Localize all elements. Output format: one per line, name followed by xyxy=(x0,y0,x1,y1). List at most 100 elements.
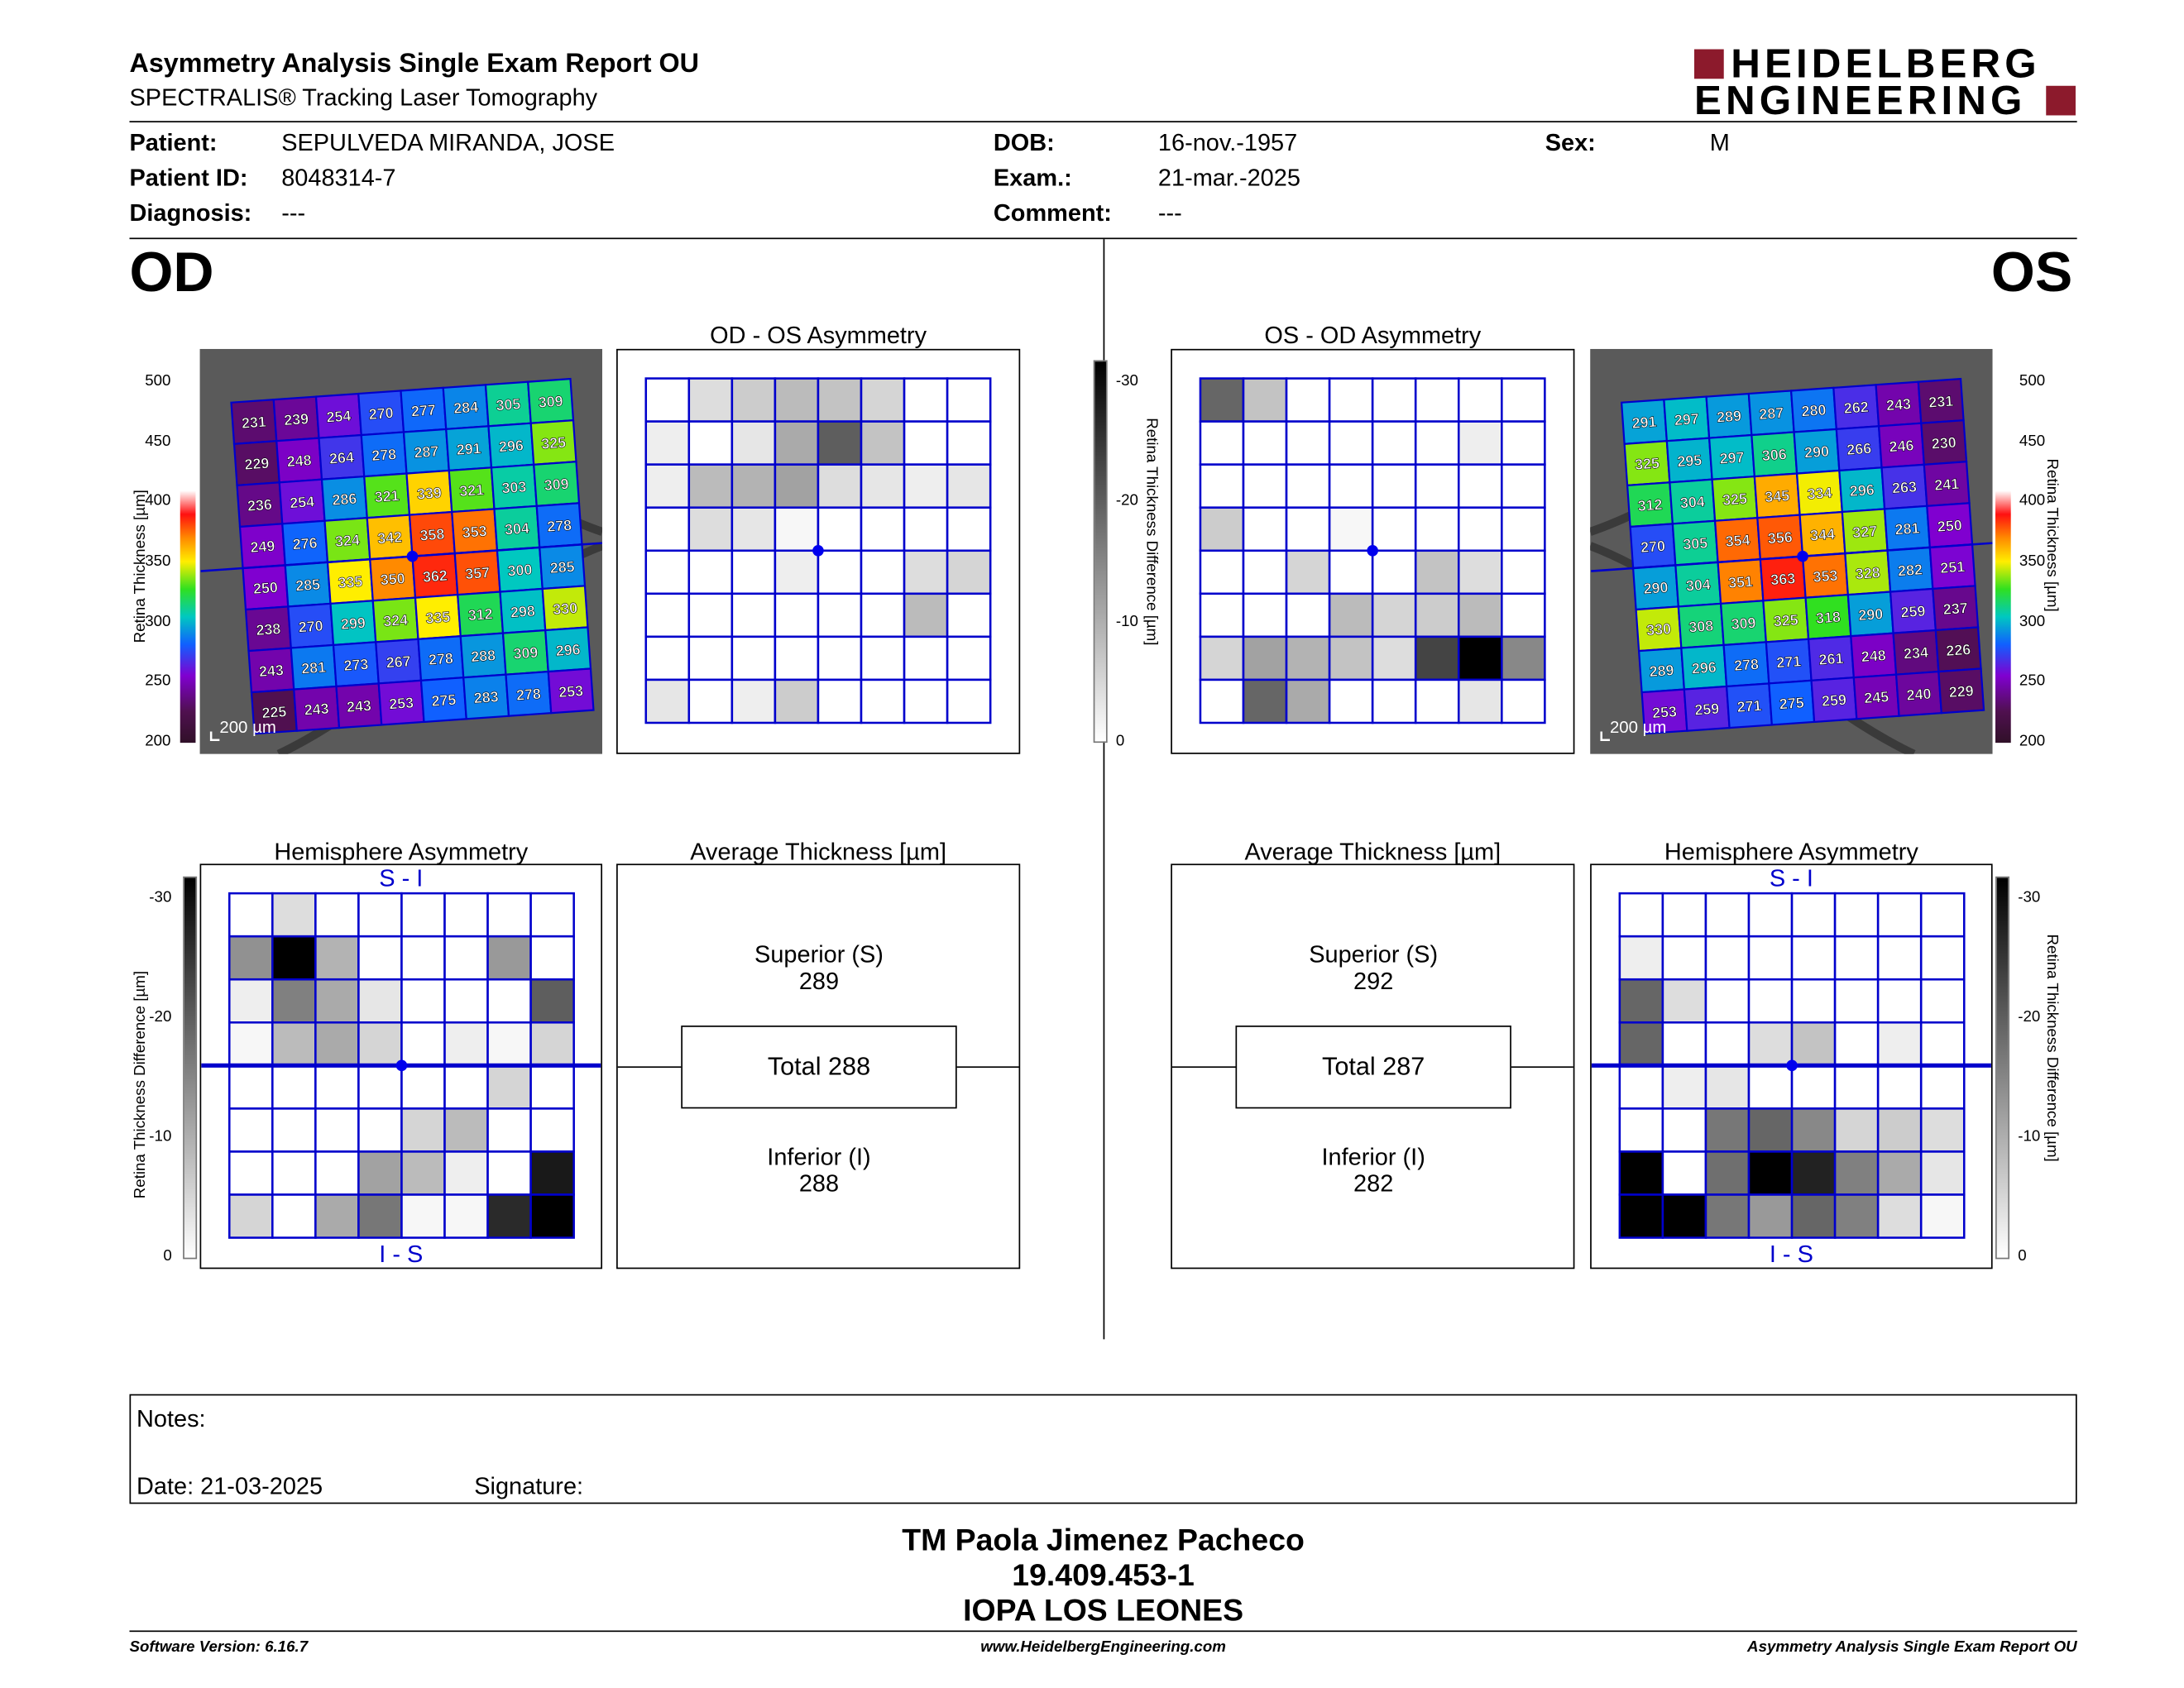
asym-cell-r5-c3 xyxy=(1328,592,1374,638)
asym-cell-r4-c0 xyxy=(644,549,691,595)
asym-cell-r7-c3 xyxy=(774,678,820,724)
asym-cell-r2-c5 xyxy=(860,463,906,509)
asym-cell-r7-c3 xyxy=(357,1193,403,1239)
os-hemi-tick-0: 0 xyxy=(2018,1247,2027,1265)
asym-cell-r1-c7 xyxy=(1919,935,1966,981)
od-hemi-colorbar xyxy=(183,876,198,1260)
asym-cell-r4-c0 xyxy=(228,1064,274,1110)
thickness-value-r2-c4: 339 xyxy=(416,485,442,503)
patient-label: Patient: xyxy=(129,129,218,156)
asym-cell-r7-c1 xyxy=(687,678,734,724)
asym-cell-r5-c4 xyxy=(1790,1107,1837,1153)
thickness-value-r2-c4: 334 xyxy=(1807,485,1832,503)
asym-cell-r2-c7 xyxy=(1501,463,1546,509)
scale-label: 200 µm xyxy=(1610,719,1666,737)
asym-cell-r1-c5 xyxy=(860,420,906,466)
asym-cell-r5-c1 xyxy=(1661,1107,1707,1153)
os-tick-250: 250 xyxy=(2019,672,2046,690)
od-tick-250: 250 xyxy=(145,672,171,690)
asym-cell-r6-c3 xyxy=(1747,1150,1794,1196)
logo-line1: HEIDELBERG xyxy=(1731,42,2041,88)
thickness-value-r1-c0: 325 xyxy=(1634,455,1660,473)
asym-cell-r6-c6 xyxy=(903,635,949,681)
thickness-grid: 231 239 254 270 277 284 305 309 229 248 264 278 287 2… xyxy=(200,377,602,735)
asym-cell-r3-c4 xyxy=(1371,506,1417,552)
asym-cell-r1-c0 xyxy=(1618,935,1664,981)
thickness-value-r1-c1: 295 xyxy=(1677,452,1703,470)
website-link[interactable]: www.HeidelbergEngineering.com xyxy=(980,1638,1226,1657)
asym-cell-r4-c4 xyxy=(1371,549,1417,595)
asym-cell-r6-c6 xyxy=(1876,1150,1923,1196)
asym-cell-r6-c4 xyxy=(1371,635,1417,681)
thickness-value-r4-c2: 335 xyxy=(338,573,363,591)
thickness-value-r2-c5: 296 xyxy=(1849,481,1875,500)
asym-cell-r7-c1 xyxy=(271,1193,317,1239)
asym-cell-r0-c7 xyxy=(1501,377,1546,423)
od-hemi-panel: S - I I - S xyxy=(199,863,603,1270)
thickness-value-r1-c0: 229 xyxy=(244,455,270,473)
thickness-value-r7-c4: 275 xyxy=(431,691,457,710)
asym-cell-r4-c4 xyxy=(400,1064,446,1110)
asym-cell-r3-c1 xyxy=(687,506,734,552)
thickness-value-r2-c2: 286 xyxy=(332,490,357,509)
asym-cell-r6-c6 xyxy=(1457,635,1503,681)
asym-cell-r3-c6 xyxy=(1876,1021,1923,1067)
asym-cell-r2-c2 xyxy=(1704,978,1751,1024)
asym-cell-r1-c2 xyxy=(730,420,777,466)
asym-cell-r1-c1 xyxy=(1661,935,1707,981)
asym-cell-r6-c7 xyxy=(1501,635,1546,681)
asym-cell-r7-c0 xyxy=(228,1193,274,1239)
asym-cell-r2-c3 xyxy=(357,978,403,1024)
asym-cell-r2-c3 xyxy=(1747,978,1794,1024)
asym-cell-r3-c3 xyxy=(1328,506,1374,552)
os-hemisphere-grid xyxy=(1591,892,1991,1239)
os-hemi-axis-label: Retina Thickness Difference [µm] xyxy=(2043,934,2061,1162)
asym-cell-r7-c5 xyxy=(443,1193,489,1239)
asym-cell-r6-c4 xyxy=(1790,1150,1837,1196)
thickness-value-r1-c6: 246 xyxy=(1889,437,1914,455)
os-asymmetry-grid xyxy=(1199,377,1546,724)
asym-cell-r5-c6 xyxy=(903,592,949,638)
footer-divider xyxy=(129,1630,2077,1633)
asym-cell-r2-c4 xyxy=(817,463,863,509)
asym-cell-r0-c0 xyxy=(228,892,274,938)
thickness-value-r0-c5: 284 xyxy=(453,399,479,417)
asym-cell-r5-c1 xyxy=(687,592,734,638)
thickness-value-r2-c6: 263 xyxy=(1891,478,1917,496)
asym-cell-r0-c1 xyxy=(1661,892,1707,938)
od-asym-panel xyxy=(616,348,1021,754)
asym-cell-r0-c3 xyxy=(774,377,820,423)
asym-cell-r0-c3 xyxy=(1328,377,1374,423)
os-tick-350: 350 xyxy=(2019,552,2046,570)
od-tick-400: 400 xyxy=(145,492,171,509)
thickness-value-r4-c5: 357 xyxy=(465,564,491,582)
footer-report-name: Asymmetry Analysis Single Exam Report OU xyxy=(1747,1638,2077,1657)
od-thickness-colorbar xyxy=(180,348,196,744)
thickness-value-r5-c5: 290 xyxy=(1858,605,1884,624)
thickness-value-r1-c5: 266 xyxy=(1846,440,1872,458)
thickness-midline xyxy=(200,542,602,572)
comment-value: --- xyxy=(1157,199,1182,227)
thickness-value-r5-c4: 335 xyxy=(425,609,451,627)
sex-label: Sex: xyxy=(1545,129,1596,156)
asym-cell-r4-c5 xyxy=(1833,1064,1880,1110)
asym-cell-r7-c1 xyxy=(1661,1193,1707,1239)
asym-cell-r0-c7 xyxy=(946,377,992,423)
od-tick-350: 350 xyxy=(145,552,171,570)
asym-cell-r0-c5 xyxy=(860,377,906,423)
asym-cell-r2-c0 xyxy=(1199,463,1245,509)
report-title: Asymmetry Analysis Single Exam Report OU xyxy=(129,49,700,79)
thickness-value-r2-c2: 325 xyxy=(1722,490,1747,509)
asym-cell-r7-c5 xyxy=(860,678,906,724)
thickness-value-r2-c0: 236 xyxy=(247,496,272,514)
asym-cell-r6-c2 xyxy=(1285,635,1331,681)
asym-cell-r3-c1 xyxy=(1661,1021,1707,1067)
notes-date: Date: 21-03-2025 xyxy=(136,1472,323,1500)
thickness-value-r6-c5: 288 xyxy=(471,647,496,665)
od-inferior-label: Inferior (I) xyxy=(767,1143,871,1171)
asym-cell-r4-c5 xyxy=(860,549,906,595)
asym-cell-r4-c2 xyxy=(730,549,777,595)
od-eye-label: OD xyxy=(129,241,214,304)
thickness-value-r7-c6: 240 xyxy=(1906,686,1932,704)
thickness-value-r6-c6: 309 xyxy=(513,644,539,662)
